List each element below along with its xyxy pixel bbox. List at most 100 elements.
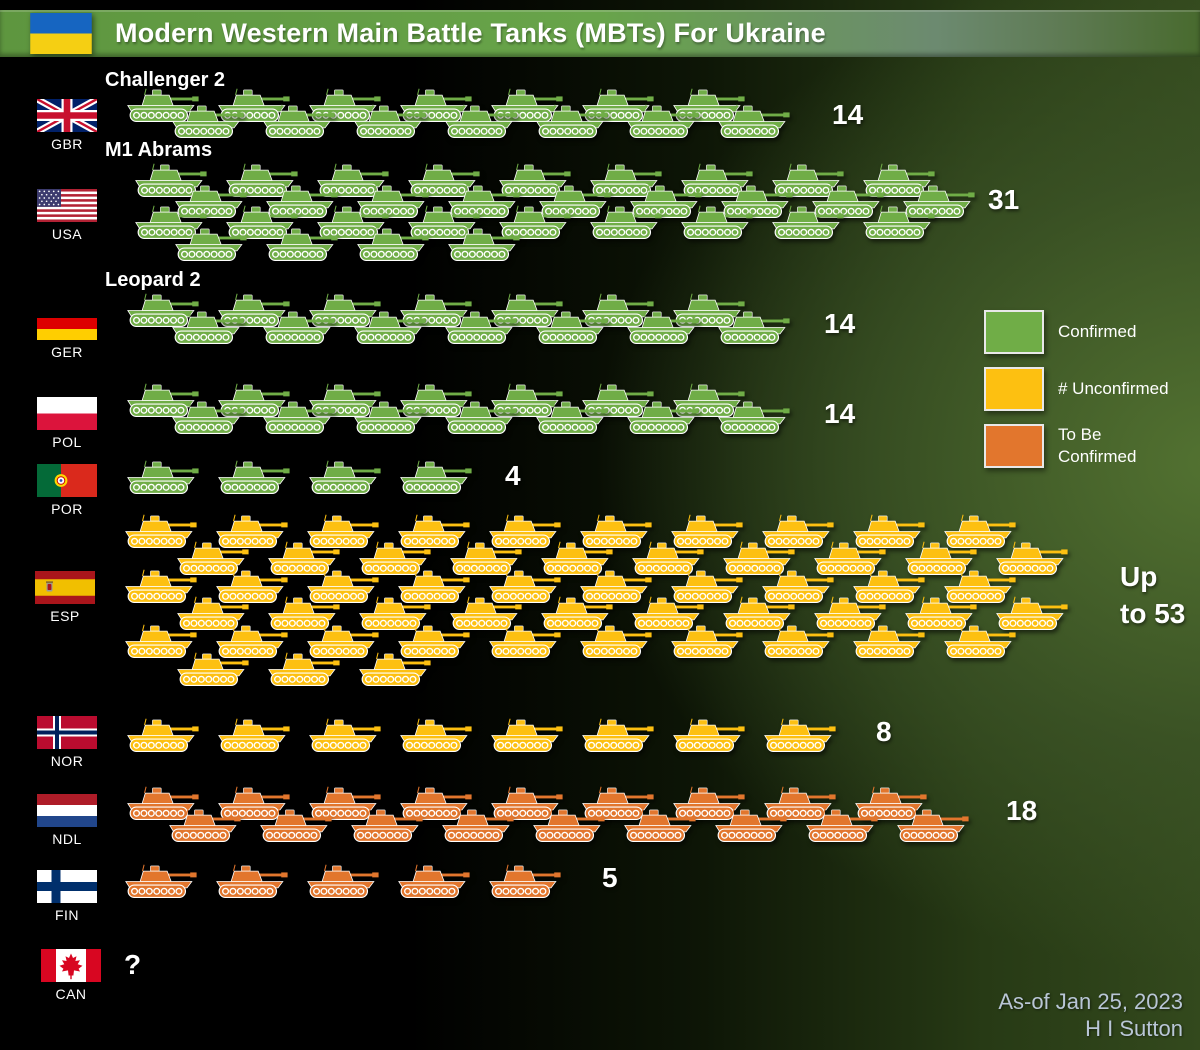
- tank-icon: [484, 864, 564, 899]
- page-title: Modern Western Main Battle Tanks (MBTs) …: [115, 18, 826, 48]
- tank-icon: [120, 864, 200, 899]
- tank-icon: [167, 400, 247, 435]
- tank-type-label: Leopard 2: [105, 269, 201, 291]
- flag-fin-icon: [37, 870, 97, 903]
- tank-icon: [440, 400, 520, 435]
- tank-icon: [757, 624, 837, 659]
- tank-icon: [349, 104, 429, 139]
- tank-icon: [892, 808, 972, 843]
- tank-icon: [577, 718, 657, 753]
- count-label-gbr: 14: [832, 99, 864, 130]
- tank-icon: [622, 400, 702, 435]
- legend-label: To Be Confirmed: [1058, 425, 1137, 466]
- flag-gbr-icon: [37, 99, 97, 132]
- tank-icon: [801, 808, 881, 843]
- ukraine-flag-icon: [30, 13, 92, 54]
- tank-icon: [349, 310, 429, 345]
- tank-icon: [395, 718, 475, 753]
- count-label-ger: 14: [824, 308, 856, 339]
- tank-icon: [443, 227, 523, 262]
- legend-label: Confirmed: [1058, 322, 1137, 341]
- tank-icon: [713, 104, 793, 139]
- tank-icon: [349, 400, 429, 435]
- country-code-label: GER: [51, 344, 83, 360]
- tank-icon: [676, 205, 756, 240]
- tank-icon: [440, 104, 520, 139]
- country-code-label: POR: [51, 501, 83, 517]
- flag-ger-icon: [37, 307, 97, 340]
- flag-pol-icon: [37, 397, 97, 430]
- tank-icon: [172, 652, 252, 687]
- tank-icon: [122, 460, 202, 495]
- tank-icon: [213, 460, 293, 495]
- tank-icon: [346, 808, 426, 843]
- tank-icon: [302, 864, 382, 899]
- tank-icon: [437, 808, 517, 843]
- legend-swatch-unconfirmed: [984, 367, 1044, 411]
- legend-item-tbc: To Be Confirmed: [984, 424, 1180, 468]
- tank-icon: [263, 652, 343, 687]
- tank-icon: [531, 310, 611, 345]
- tank-icon: [622, 310, 702, 345]
- tank-icon: [167, 104, 247, 139]
- tank-icon: [486, 718, 566, 753]
- legend: Confirmed # Unconfirmed To Be Confirmed: [984, 310, 1180, 481]
- count-label-can: ?: [124, 949, 142, 980]
- tank-icon: [393, 864, 473, 899]
- tank-icon: [354, 652, 434, 687]
- flag-ndl-icon: [37, 794, 97, 827]
- tank-icon: [619, 808, 699, 843]
- count-label-nor: 8: [876, 716, 892, 747]
- tank-icon: [575, 624, 655, 659]
- tank-icon: [531, 400, 611, 435]
- tank-icon: [713, 400, 793, 435]
- tank-icon: [528, 808, 608, 843]
- tank-icon: [122, 718, 202, 753]
- count-label-ndl: 18: [1006, 795, 1038, 826]
- legend-swatch-confirmed: [984, 310, 1044, 354]
- tank-icon: [258, 104, 338, 139]
- flag-por-icon: [37, 464, 97, 497]
- flag-can-icon: [41, 949, 101, 982]
- flag-esp-icon: [35, 571, 95, 604]
- tank-icon: [668, 718, 748, 753]
- tank-icon: [170, 227, 250, 262]
- title-bar: Modern Western Main Battle Tanks (MBTs) …: [0, 10, 1200, 57]
- legend-swatch-tbc: [984, 424, 1044, 468]
- tank-icon: [759, 718, 839, 753]
- tank-icon: [164, 808, 244, 843]
- legend-item-confirmed: Confirmed: [984, 310, 1180, 354]
- footer: As-of Jan 25, 2023 H I Sutton: [998, 988, 1183, 1042]
- tank-icon: [304, 718, 384, 753]
- tank-icon: [395, 460, 475, 495]
- flag-nor-icon: [37, 716, 97, 749]
- tank-icon: [585, 205, 665, 240]
- tank-icon: [484, 624, 564, 659]
- legend-label: # Unconfirmed: [1058, 379, 1169, 398]
- author-credit: H I Sutton: [1085, 1016, 1183, 1041]
- country-code-label: NDL: [52, 831, 82, 847]
- count-label-pol: 14: [824, 398, 856, 429]
- tank-icon: [211, 864, 291, 899]
- tank-icon: [258, 400, 338, 435]
- tank-icon: [622, 104, 702, 139]
- country-code-label: FIN: [54, 907, 80, 923]
- count-label-por: 4: [505, 460, 521, 491]
- tank-icon: [767, 205, 847, 240]
- tank-icon: [304, 460, 384, 495]
- tank-icon: [858, 205, 938, 240]
- country-code-label: GBR: [51, 136, 83, 152]
- country-code-label: CAN: [55, 986, 87, 1002]
- count-label-usa: 31: [988, 184, 1020, 215]
- as-of-date: As-of Jan 25, 2023: [998, 989, 1183, 1014]
- tank-icon: [440, 310, 520, 345]
- tank-icon: [167, 310, 247, 345]
- tank-icon: [258, 310, 338, 345]
- tank-icon: [710, 808, 790, 843]
- tank-icon: [848, 624, 928, 659]
- tank-icon: [939, 624, 1019, 659]
- count-label-esp: Up to 53: [1120, 561, 1186, 629]
- country-code-label: POL: [52, 434, 82, 450]
- tank-icon: [352, 227, 432, 262]
